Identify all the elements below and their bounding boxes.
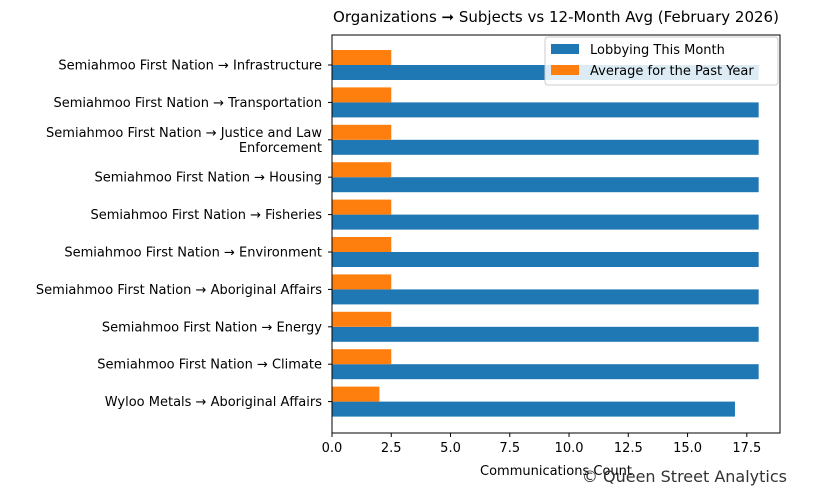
plot-frame [331, 34, 781, 434]
bars-layer [332, 50, 759, 417]
y-axis-ticks: Semiahmoo First Nation → Infrastructure S… [36, 59, 332, 410]
bar-this-month-5 [332, 252, 759, 267]
x-axis-ticks: 0.0 2.5 5.0 7.5 10.0 12.5 15.0 17.5 [322, 433, 761, 456]
y-tick-label-0: Semiahmoo First Nation → Infrastructure [58, 59, 322, 74]
x-tick-label-3: 7.5 [499, 441, 520, 456]
bar-this-month-1 [332, 102, 759, 118]
bar-past-year-avg-9 [332, 386, 380, 402]
legend-box [544, 36, 779, 86]
bar-past-year-avg-6 [332, 274, 392, 290]
bar-this-month-8 [332, 364, 759, 380]
legend: Lobbying This Month Average for the Past… [544, 36, 779, 86]
watermark: © Queen Street Analytics [582, 467, 787, 486]
bar-past-year-avg-7 [332, 311, 392, 327]
legend-swatch-lobbying [551, 44, 579, 54]
x-axis-label: Communications Count [480, 464, 632, 479]
y-tick-label-9: Wyloo Metals → Aboriginal Affairs [105, 395, 322, 410]
y-tick-label-5: Semiahmoo First Nation → Environment [64, 246, 322, 261]
bar-this-month-2 [332, 139, 759, 155]
bar-this-month-4 [332, 214, 759, 230]
bar-past-year-avg-8 [332, 349, 392, 365]
y-tick-label-4: Semiahmoo First Nation → Fisheries [90, 208, 322, 223]
bar-past-year-avg-3 [332, 162, 392, 178]
y-tick-label-1: Semiahmoo First Nation → Transportation [53, 96, 322, 111]
bar-this-month-9 [332, 401, 735, 417]
bar-past-year-avg-5 [332, 237, 392, 252]
bar-this-month-6 [332, 289, 759, 305]
y-tick-label-7: Semiahmoo First Nation → Energy [102, 320, 322, 335]
bar-past-year-avg-4 [332, 199, 392, 215]
legend-label-average: Average for the Past Year [590, 64, 754, 79]
y-tick-label-8: Semiahmoo First Nation → Climate [97, 358, 322, 373]
bar-past-year-avg-2 [332, 124, 392, 140]
x-tick-label-4: 10.0 [555, 441, 584, 456]
bar-past-year-avg-0 [332, 50, 392, 65]
x-tick-label-1: 2.5 [381, 441, 402, 456]
y-tick-label-3: Semiahmoo First Nation → Housing [94, 171, 322, 186]
bar-this-month-3 [332, 177, 759, 193]
y-tick-label-6: Semiahmoo First Nation → Aboriginal Affa… [36, 283, 322, 298]
x-tick-label-7: 17.5 [732, 441, 761, 456]
y-tick-label-2: Semiahmoo First Nation → Justice and Law… [46, 126, 322, 156]
x-tick-label-6: 15.0 [673, 441, 702, 456]
x-tick-label-2: 5.0 [440, 441, 461, 456]
bar-this-month-7 [332, 326, 759, 342]
legend-swatch-average [551, 65, 579, 75]
chart-title: Organizations ➞ Subjects vs 12-Month Avg… [333, 8, 779, 26]
bar-past-year-avg-1 [332, 87, 392, 103]
legend-label-lobbying: Lobbying This Month [590, 43, 725, 58]
x-tick-label-0: 0.0 [322, 441, 343, 456]
x-tick-label-5: 12.5 [614, 441, 643, 456]
